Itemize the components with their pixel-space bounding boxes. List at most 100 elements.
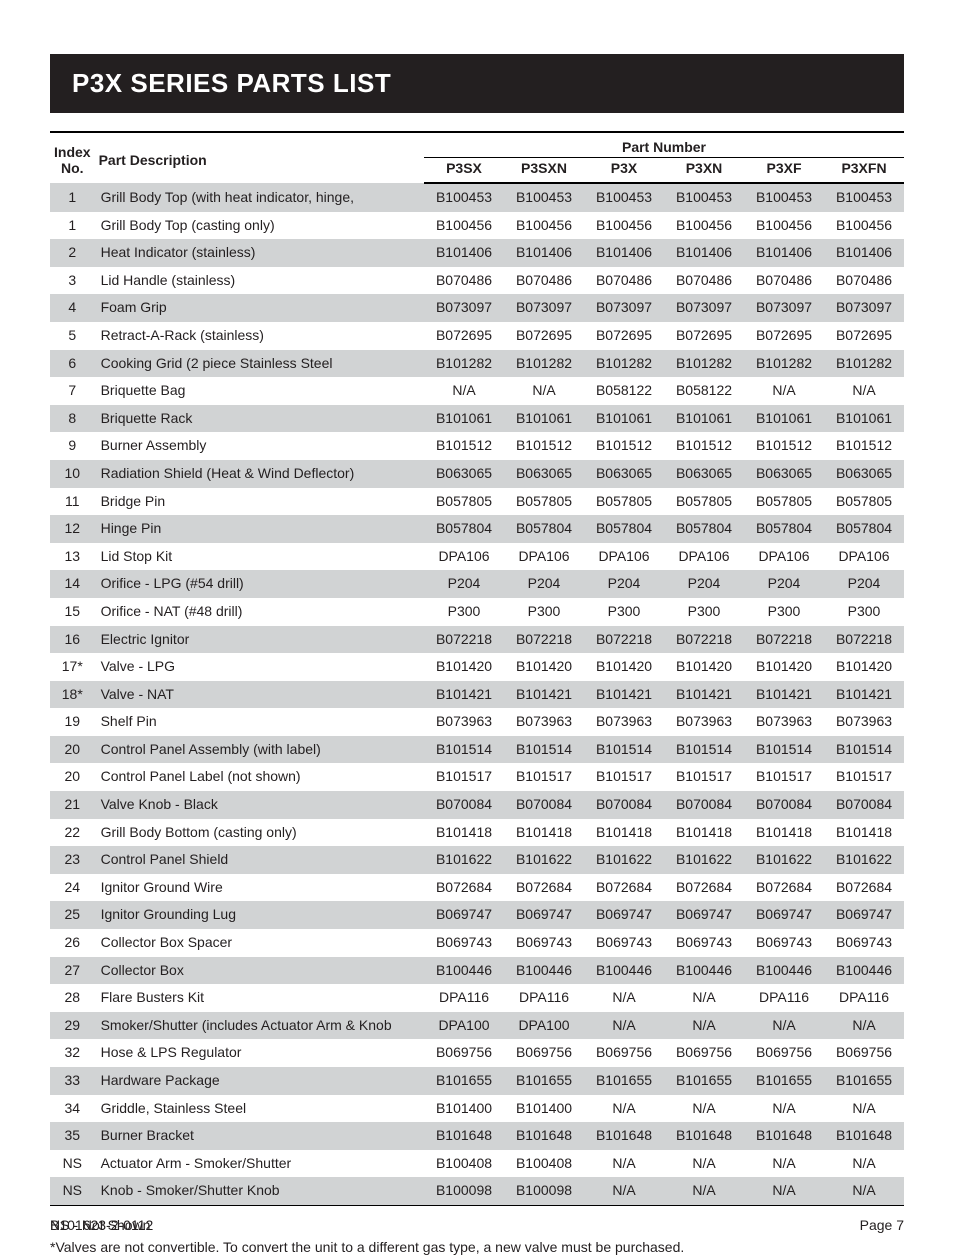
- cell-part-number: B100453: [824, 183, 904, 212]
- cell-description: Lid Stop Kit: [95, 543, 424, 571]
- cell-part-number: B101406: [664, 239, 744, 267]
- cell-part-number: B063065: [744, 460, 824, 488]
- cell-description: Radiation Shield (Heat & Wind Deflector): [95, 460, 424, 488]
- cell-part-number: B070486: [664, 267, 744, 295]
- cell-part-number: B101420: [584, 653, 664, 681]
- cell-part-number: B101420: [824, 653, 904, 681]
- table-row: 15Orifice - NAT (#48 drill)P300P300P300P…: [50, 598, 904, 626]
- cell-part-number: B101061: [664, 405, 744, 433]
- cell-part-number: B101061: [584, 405, 664, 433]
- cell-part-number: B101282: [664, 350, 744, 378]
- table-row: 16Electric IgnitorB072218B072218B072218B…: [50, 626, 904, 654]
- cell-part-number: B100456: [664, 212, 744, 240]
- cell-part-number: B100446: [584, 957, 664, 985]
- cell-part-number: B101421: [504, 681, 584, 709]
- cell-part-number: B100446: [744, 957, 824, 985]
- cell-part-number: B101655: [664, 1067, 744, 1095]
- cell-part-number: B101282: [424, 350, 504, 378]
- table-row: 35Burner BracketB101648B101648B101648B10…: [50, 1122, 904, 1150]
- cell-index: 35: [50, 1122, 95, 1150]
- table-row: 5Retract-A-Rack (stainless)B072695B07269…: [50, 322, 904, 350]
- cell-part-number: B101418: [424, 819, 504, 847]
- cell-part-number: B072218: [424, 626, 504, 654]
- cell-description: Lid Handle (stainless): [95, 267, 424, 295]
- cell-part-number: B072695: [504, 322, 584, 350]
- cell-part-number: N/A: [824, 1150, 904, 1178]
- header-model: P3SXN: [504, 158, 584, 184]
- table-row: NSKnob - Smoker/Shutter KnobB100098B1000…: [50, 1177, 904, 1205]
- cell-index: 10: [50, 460, 95, 488]
- cell-index: 13: [50, 543, 95, 571]
- cell-description: Retract-A-Rack (stainless): [95, 322, 424, 350]
- cell-part-number: N/A: [824, 1177, 904, 1205]
- cell-part-number: B073963: [504, 708, 584, 736]
- header-part-number: Part Number: [424, 132, 904, 158]
- parts-table: IndexNo. Part Description Part Number P3…: [50, 131, 904, 1206]
- cell-description: Actuator Arm - Smoker/Shutter: [95, 1150, 424, 1178]
- cell-part-number: B073097: [664, 294, 744, 322]
- table-row: 26Collector Box SpacerB069743B069743B069…: [50, 929, 904, 957]
- cell-part-number: B101514: [744, 736, 824, 764]
- cell-index: 33: [50, 1067, 95, 1095]
- cell-part-number: B072695: [424, 322, 504, 350]
- cell-part-number: N/A: [744, 1177, 824, 1205]
- cell-part-number: DPA100: [504, 1012, 584, 1040]
- cell-description: Ignitor Ground Wire: [95, 874, 424, 902]
- cell-part-number: DPA116: [744, 984, 824, 1012]
- cell-part-number: B101418: [504, 819, 584, 847]
- cell-part-number: B072695: [824, 322, 904, 350]
- cell-part-number: B072218: [824, 626, 904, 654]
- cell-part-number: B073963: [824, 708, 904, 736]
- cell-part-number: B101400: [504, 1095, 584, 1123]
- cell-part-number: B069743: [664, 929, 744, 957]
- cell-description: Control Panel Shield: [95, 846, 424, 874]
- cell-part-number: N/A: [664, 1150, 744, 1178]
- cell-description: Briquette Rack: [95, 405, 424, 433]
- cell-part-number: B101282: [584, 350, 664, 378]
- table-row: 21Valve Knob - BlackB070084B070084B07008…: [50, 791, 904, 819]
- cell-part-number: B101282: [824, 350, 904, 378]
- cell-part-number: B101400: [424, 1095, 504, 1123]
- table-row: 8Briquette RackB101061B101061B101061B101…: [50, 405, 904, 433]
- footer-doc-number: B101623-2-0112: [50, 1217, 153, 1233]
- cell-part-number: B069756: [504, 1039, 584, 1067]
- page-title-banner: P3X SERIES PARTS LIST: [50, 54, 904, 113]
- cell-part-number: B073097: [744, 294, 824, 322]
- cell-part-number: B100098: [424, 1177, 504, 1205]
- cell-part-number: B101622: [504, 846, 584, 874]
- cell-description: Collector Box: [95, 957, 424, 985]
- cell-part-number: N/A: [584, 1177, 664, 1205]
- cell-part-number: B069743: [824, 929, 904, 957]
- cell-part-number: B101517: [664, 763, 744, 791]
- cell-part-number: B057805: [664, 488, 744, 516]
- cell-part-number: N/A: [664, 1095, 744, 1123]
- cell-index: 19: [50, 708, 95, 736]
- cell-description: Flare Busters Kit: [95, 984, 424, 1012]
- cell-part-number: B101517: [584, 763, 664, 791]
- cell-part-number: B101061: [424, 405, 504, 433]
- cell-index: 29: [50, 1012, 95, 1040]
- table-row: 18*Valve - NATB101421B101421B101421B1014…: [50, 681, 904, 709]
- cell-part-number: B072218: [504, 626, 584, 654]
- cell-part-number: B101517: [424, 763, 504, 791]
- cell-part-number: B101514: [664, 736, 744, 764]
- cell-part-number: B057805: [584, 488, 664, 516]
- cell-part-number: B070084: [584, 791, 664, 819]
- cell-description: Hardware Package: [95, 1067, 424, 1095]
- cell-part-number: B100453: [424, 183, 504, 212]
- cell-part-number: B101512: [424, 432, 504, 460]
- cell-part-number: B072684: [824, 874, 904, 902]
- table-row: 1Grill Body Top (casting only)B100456B10…: [50, 212, 904, 240]
- cell-part-number: B101622: [744, 846, 824, 874]
- cell-part-number: B069756: [664, 1039, 744, 1067]
- cell-index: 17*: [50, 653, 95, 681]
- cell-part-number: B057805: [744, 488, 824, 516]
- cell-part-number: B069756: [424, 1039, 504, 1067]
- cell-part-number: N/A: [664, 984, 744, 1012]
- cell-part-number: B057805: [504, 488, 584, 516]
- cell-part-number: P300: [744, 598, 824, 626]
- cell-part-number: DPA116: [424, 984, 504, 1012]
- cell-part-number: B069747: [504, 901, 584, 929]
- cell-part-number: B100456: [504, 212, 584, 240]
- cell-part-number: N/A: [664, 1012, 744, 1040]
